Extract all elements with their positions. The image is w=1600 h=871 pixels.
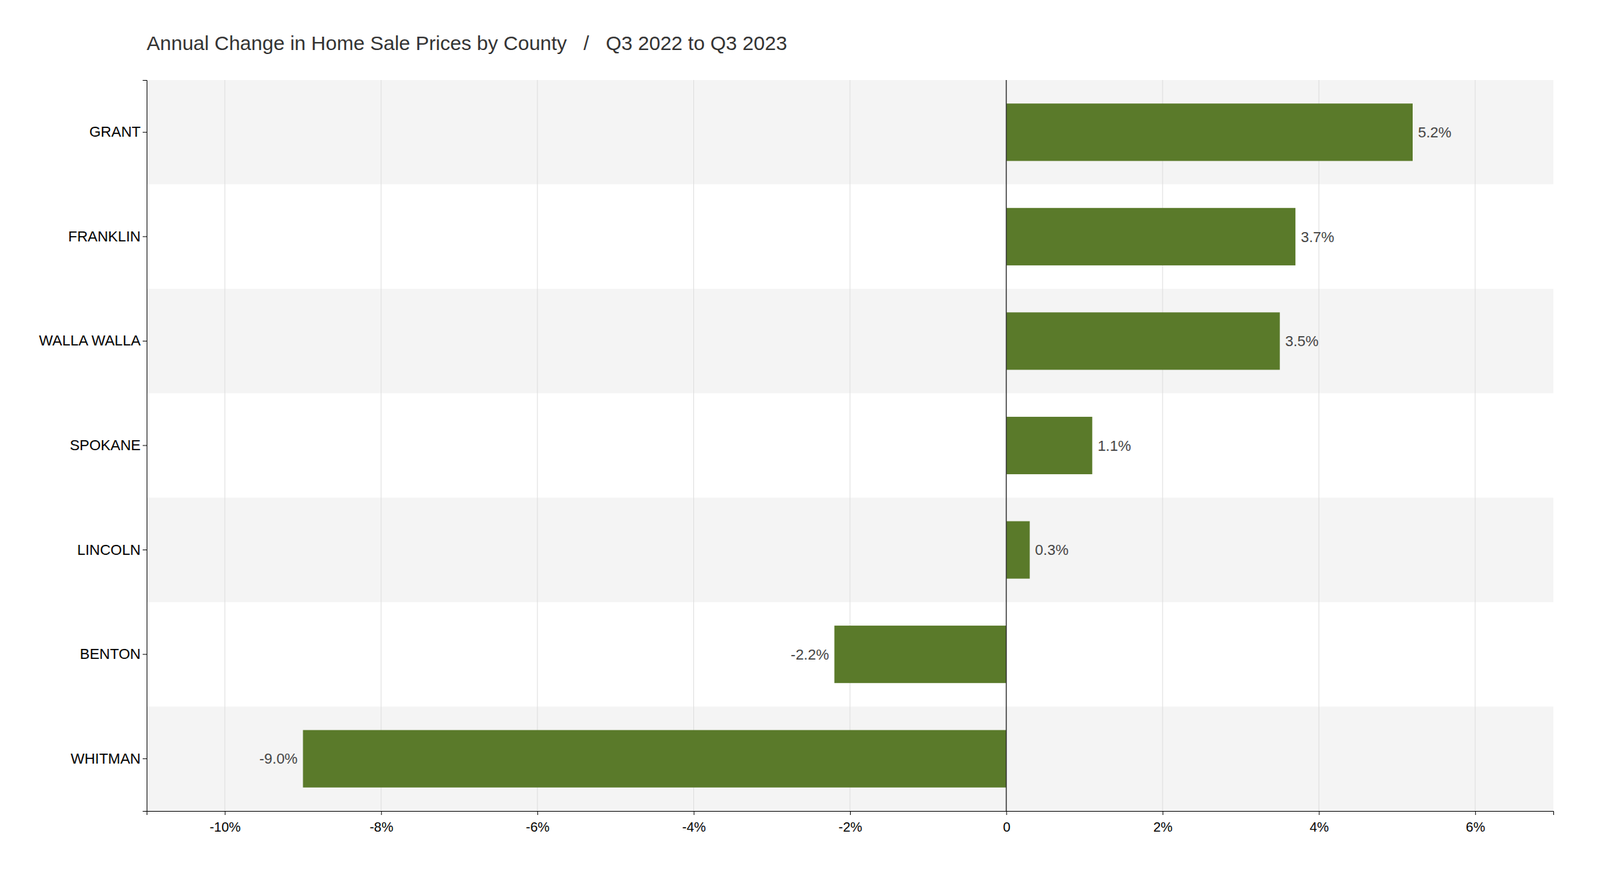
y-axis: GRANT FRANKLIN WALLA WALLA SPOKANE LINCOLN BE… <box>39 80 148 812</box>
data-label: -2.2% <box>790 646 829 663</box>
y-tick-mark <box>142 654 147 655</box>
grid-line <box>1006 80 1007 811</box>
data-label: -9.0% <box>259 750 298 767</box>
x-tick-label: -6% <box>526 819 550 834</box>
grid-line <box>693 80 694 811</box>
x-tick-mark <box>1318 810 1320 815</box>
y-tick-label: BENTON <box>80 645 141 662</box>
x-tick-label: -10% <box>209 819 241 834</box>
x-tick: 6% <box>1466 810 1486 834</box>
y-tick-label: LINCOLN <box>77 541 141 558</box>
y-tick-mark <box>142 549 147 550</box>
y-axis-line <box>142 80 148 812</box>
title: Annual Change in Home Sale Prices by Cou… <box>146 32 788 54</box>
x-tick: -8% <box>369 810 394 834</box>
y-tick: LINCOLN <box>77 541 147 558</box>
data-labels: 5.2% 3.7% 3.5% 1.1% 0.3% -2.2% -9.0% <box>259 124 1452 767</box>
x-tick: 4% <box>1309 810 1329 834</box>
bar <box>302 730 1006 788</box>
x-tick: -4% <box>682 810 706 834</box>
bars <box>302 103 1413 788</box>
data-label: 3.5% <box>1285 332 1319 350</box>
x-tick: -10% <box>209 810 241 834</box>
x-axis: -10% -8% -6% -4% -2% 0 2% 4% 6% <box>147 810 1554 834</box>
x-tick: 0 <box>1002 810 1010 834</box>
x-tick: -2% <box>838 810 863 834</box>
x-tick-mark <box>694 810 695 815</box>
y-tick-mark <box>142 758 147 759</box>
data-label: 5.2% <box>1418 124 1452 141</box>
grid-line <box>1318 80 1320 811</box>
x-tick-mark <box>1475 810 1476 815</box>
y-tick-label: SPOKANE <box>70 436 141 454</box>
y-tick: FRANKLIN <box>68 228 147 245</box>
x-tick-mark <box>1162 810 1164 815</box>
grid <box>224 80 1476 811</box>
bar <box>1006 521 1030 579</box>
x-tick-mark <box>381 810 382 815</box>
y-tick-label: WALLA WALLA <box>39 332 142 349</box>
x-tick-mark <box>224 810 226 815</box>
grid-line <box>537 80 538 811</box>
y-tick: GRANT <box>89 123 147 140</box>
grid-line <box>1162 80 1163 811</box>
grid-line <box>1474 80 1476 811</box>
bar <box>1006 103 1413 161</box>
y-tick: WALLA WALLA <box>39 332 147 349</box>
x-tick-label: 4% <box>1309 819 1329 834</box>
x-tick-label: 2% <box>1153 819 1173 834</box>
grid-line <box>380 80 382 811</box>
x-tick-mark <box>850 810 851 815</box>
y-tick-mark <box>142 445 147 446</box>
x-tick-label: -2% <box>838 819 863 834</box>
data-label: 0.3% <box>1035 541 1069 558</box>
grid-line <box>850 80 851 811</box>
bar <box>1006 208 1296 266</box>
y-tick-label: WHITMAN <box>70 750 141 767</box>
y-tick-mark <box>142 340 147 342</box>
chart: Annual Change in Home Sale Prices by Cou… <box>0 0 1600 871</box>
x-axis-line <box>147 811 1554 816</box>
data-label: 1.1% <box>1097 437 1131 454</box>
x-tick: 2% <box>1153 810 1173 834</box>
y-tick-label: FRANKLIN <box>68 228 141 245</box>
x-tick-label: -8% <box>369 819 394 834</box>
bar <box>1006 416 1092 474</box>
y-tick-mark <box>142 236 147 237</box>
plot-area <box>146 80 1554 811</box>
row-bands <box>146 80 1554 811</box>
x-tick-label: 0 <box>1002 819 1010 834</box>
bar <box>1006 312 1280 370</box>
x-tick-label: 6% <box>1466 819 1486 834</box>
y-tick-mark <box>142 132 147 133</box>
x-tick-mark <box>537 810 538 815</box>
y-tick-label: GRANT <box>89 123 141 140</box>
y-tick: SPOKANE <box>70 436 147 454</box>
data-label: 3.7% <box>1300 228 1334 246</box>
bar <box>834 625 1007 683</box>
y-tick: BENTON <box>80 645 147 662</box>
x-tick: -6% <box>526 810 550 834</box>
y-tick: WHITMAN <box>70 750 147 767</box>
grid-line <box>224 80 226 811</box>
x-tick-mark <box>1006 810 1007 815</box>
zero-line <box>1006 80 1008 811</box>
x-tick-label: -4% <box>682 819 706 834</box>
